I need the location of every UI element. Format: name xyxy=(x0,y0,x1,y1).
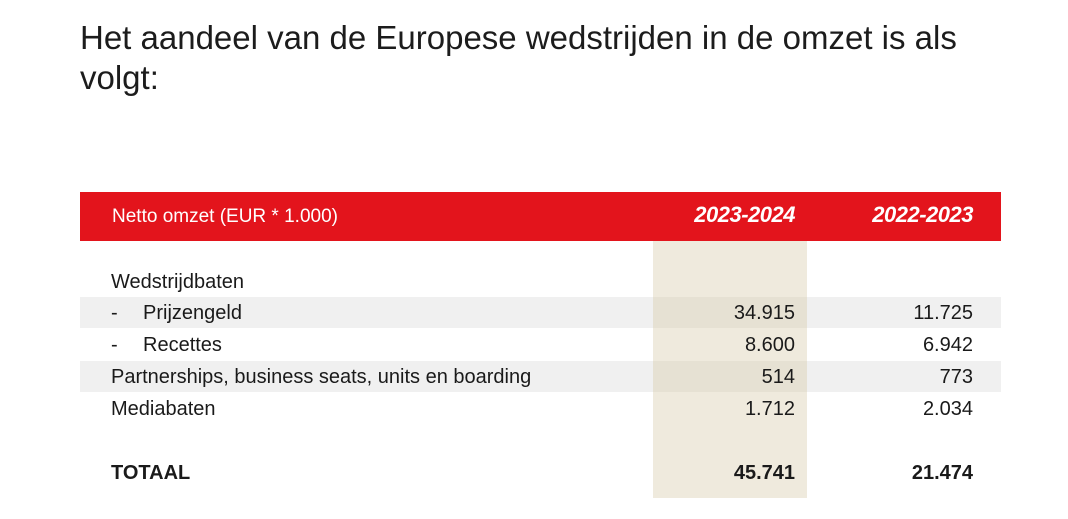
table-total-row: TOTAAL 45.741 21.474 xyxy=(80,457,1001,488)
highlight-cell xyxy=(653,297,807,328)
value-2023-2024: 8.600 xyxy=(744,334,795,356)
value-2023-2024: 514 xyxy=(761,366,795,388)
page-heading: Het aandeel van de Europese wedstrijden … xyxy=(80,19,957,96)
revenue-table: Netto omzet (EUR * 1.000) 2023-2024 2022… xyxy=(80,192,1001,502)
value-2023-2024: 1.712 xyxy=(744,398,795,420)
value-2022-2023: 11.725 xyxy=(913,302,973,324)
total-2022-2023: 21.474 xyxy=(911,462,973,484)
current-year-highlight-column xyxy=(653,192,807,498)
value-2022-2023: 2.034 xyxy=(922,398,973,420)
table-row: - Recettes 8.600 6.942 xyxy=(80,329,1001,360)
row-label: Wedstrijdbaten xyxy=(111,271,245,293)
row-label: Mediabaten xyxy=(111,398,216,420)
value-2023-2024: 34.915 xyxy=(733,302,795,324)
highlight-cell xyxy=(653,361,807,392)
table-row: Mediabaten 1.712 2.034 xyxy=(80,393,1001,424)
total-label: TOTAAL xyxy=(111,462,191,484)
row-label: Prijzengeld xyxy=(143,302,242,324)
row-dash: - xyxy=(111,302,118,324)
column-header-2022-2023: 2022-2023 xyxy=(872,202,973,227)
table-row: Wedstrijdbaten xyxy=(80,266,1001,297)
total-2023-2024: 45.741 xyxy=(733,462,795,484)
table-row: Partnerships, business seats, units en b… xyxy=(80,361,1001,392)
table-header-bar: Netto omzet (EUR * 1.000) 2023-2024 2022… xyxy=(80,192,1001,241)
row-label: Recettes xyxy=(143,334,222,356)
row-label: Partnerships, business seats, units en b… xyxy=(111,366,532,388)
value-2022-2023: 6.942 xyxy=(922,334,973,356)
value-2022-2023: 773 xyxy=(939,366,973,388)
row-dash: - xyxy=(111,334,118,356)
header-label: Netto omzet (EUR * 1.000) xyxy=(112,206,338,227)
column-header-2023-2024: 2023-2024 xyxy=(694,202,795,227)
table-row: - Prijzengeld 34.915 11.725 xyxy=(80,297,1001,328)
